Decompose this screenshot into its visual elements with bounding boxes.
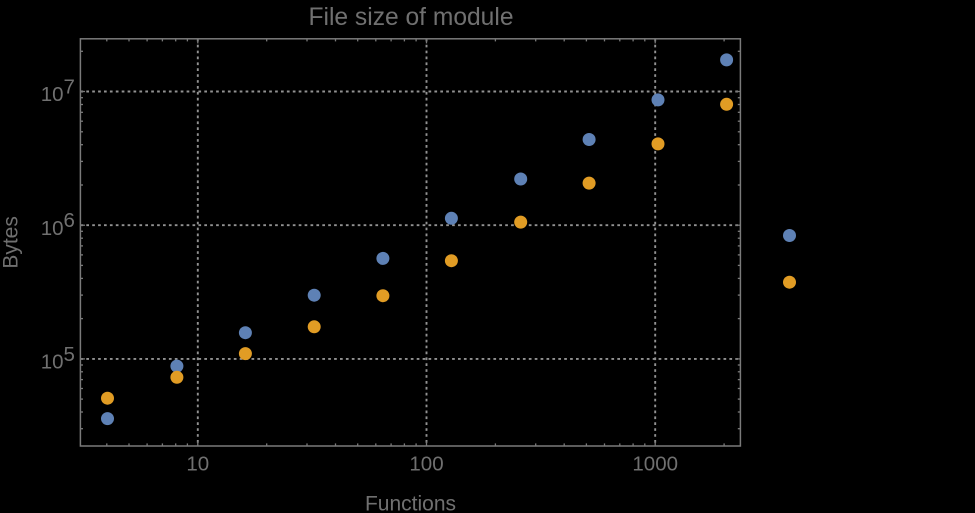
svg-text:10: 10: [186, 452, 209, 475]
svg-text:7: 7: [64, 76, 75, 99]
svg-text:10: 10: [41, 351, 64, 374]
svg-text:10: 10: [41, 83, 64, 106]
svg-text:Bytes: Bytes: [0, 216, 23, 269]
svg-text:1000: 1000: [632, 452, 678, 475]
svg-text:6: 6: [64, 209, 75, 232]
svg-text:100: 100: [409, 452, 443, 475]
svg-text:10: 10: [41, 217, 64, 240]
svg-text:Functions: Functions: [365, 493, 456, 513]
svg-text:File size of module: File size of module: [308, 4, 513, 31]
svg-text:5: 5: [64, 343, 75, 366]
